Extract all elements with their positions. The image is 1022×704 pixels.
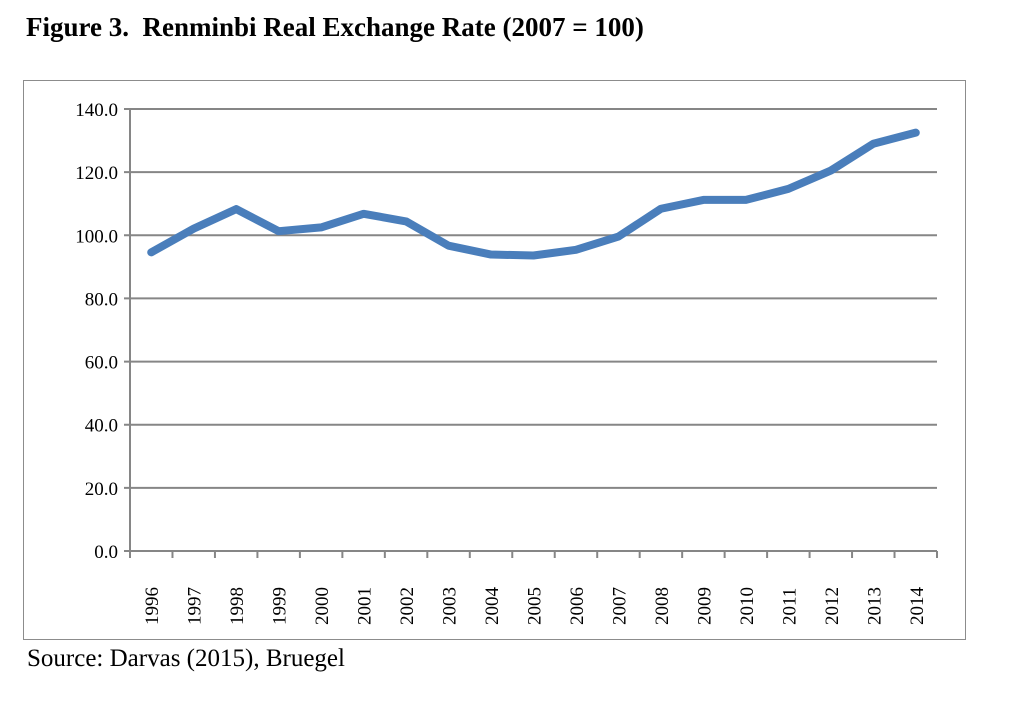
x-tick-label: 2004 <box>482 587 503 626</box>
y-tick-label: 40.0 <box>85 416 118 437</box>
x-tick-label: 2011 <box>779 588 800 625</box>
x-tick-label: 2007 <box>609 587 630 625</box>
x-tick-label: 2003 <box>440 587 461 625</box>
y-tick-label: 80.0 <box>85 289 118 310</box>
y-tick-label: 60.0 <box>85 353 118 374</box>
x-tick-label: 2008 <box>652 587 673 625</box>
source-note: Source: Darvas (2015), Bruegel <box>27 645 345 672</box>
x-tick-label: 2006 <box>567 587 588 625</box>
y-tick-label: 100.0 <box>75 226 118 247</box>
y-tick-label: 140.0 <box>75 100 118 121</box>
x-tick-label: 1997 <box>185 587 206 625</box>
y-tick-label: 120.0 <box>75 163 118 184</box>
x-tick-label: 2001 <box>355 587 376 625</box>
x-tick-label: 2012 <box>822 587 843 625</box>
x-tick-label: 2009 <box>694 587 715 625</box>
series-line <box>147 128 920 260</box>
figure-title: Figure 3. Renminbi Real Exchange Rate (2… <box>26 12 644 42</box>
x-tick-label: 2013 <box>864 587 885 625</box>
y-tick-label: 0.0 <box>94 542 118 563</box>
x-tick-label: 2014 <box>907 587 928 626</box>
chart-frame <box>23 80 966 640</box>
x-tick-label: 2010 <box>737 587 758 625</box>
x-tick-label: 1998 <box>227 587 248 625</box>
y-tick-label: 20.0 <box>85 479 118 500</box>
x-tick-label: 2000 <box>312 587 333 625</box>
x-tick-label: 2005 <box>525 587 546 625</box>
x-tick-label: 1996 <box>142 587 163 625</box>
x-tick-label: 2002 <box>397 587 418 625</box>
x-tick-label: 1999 <box>270 587 291 625</box>
